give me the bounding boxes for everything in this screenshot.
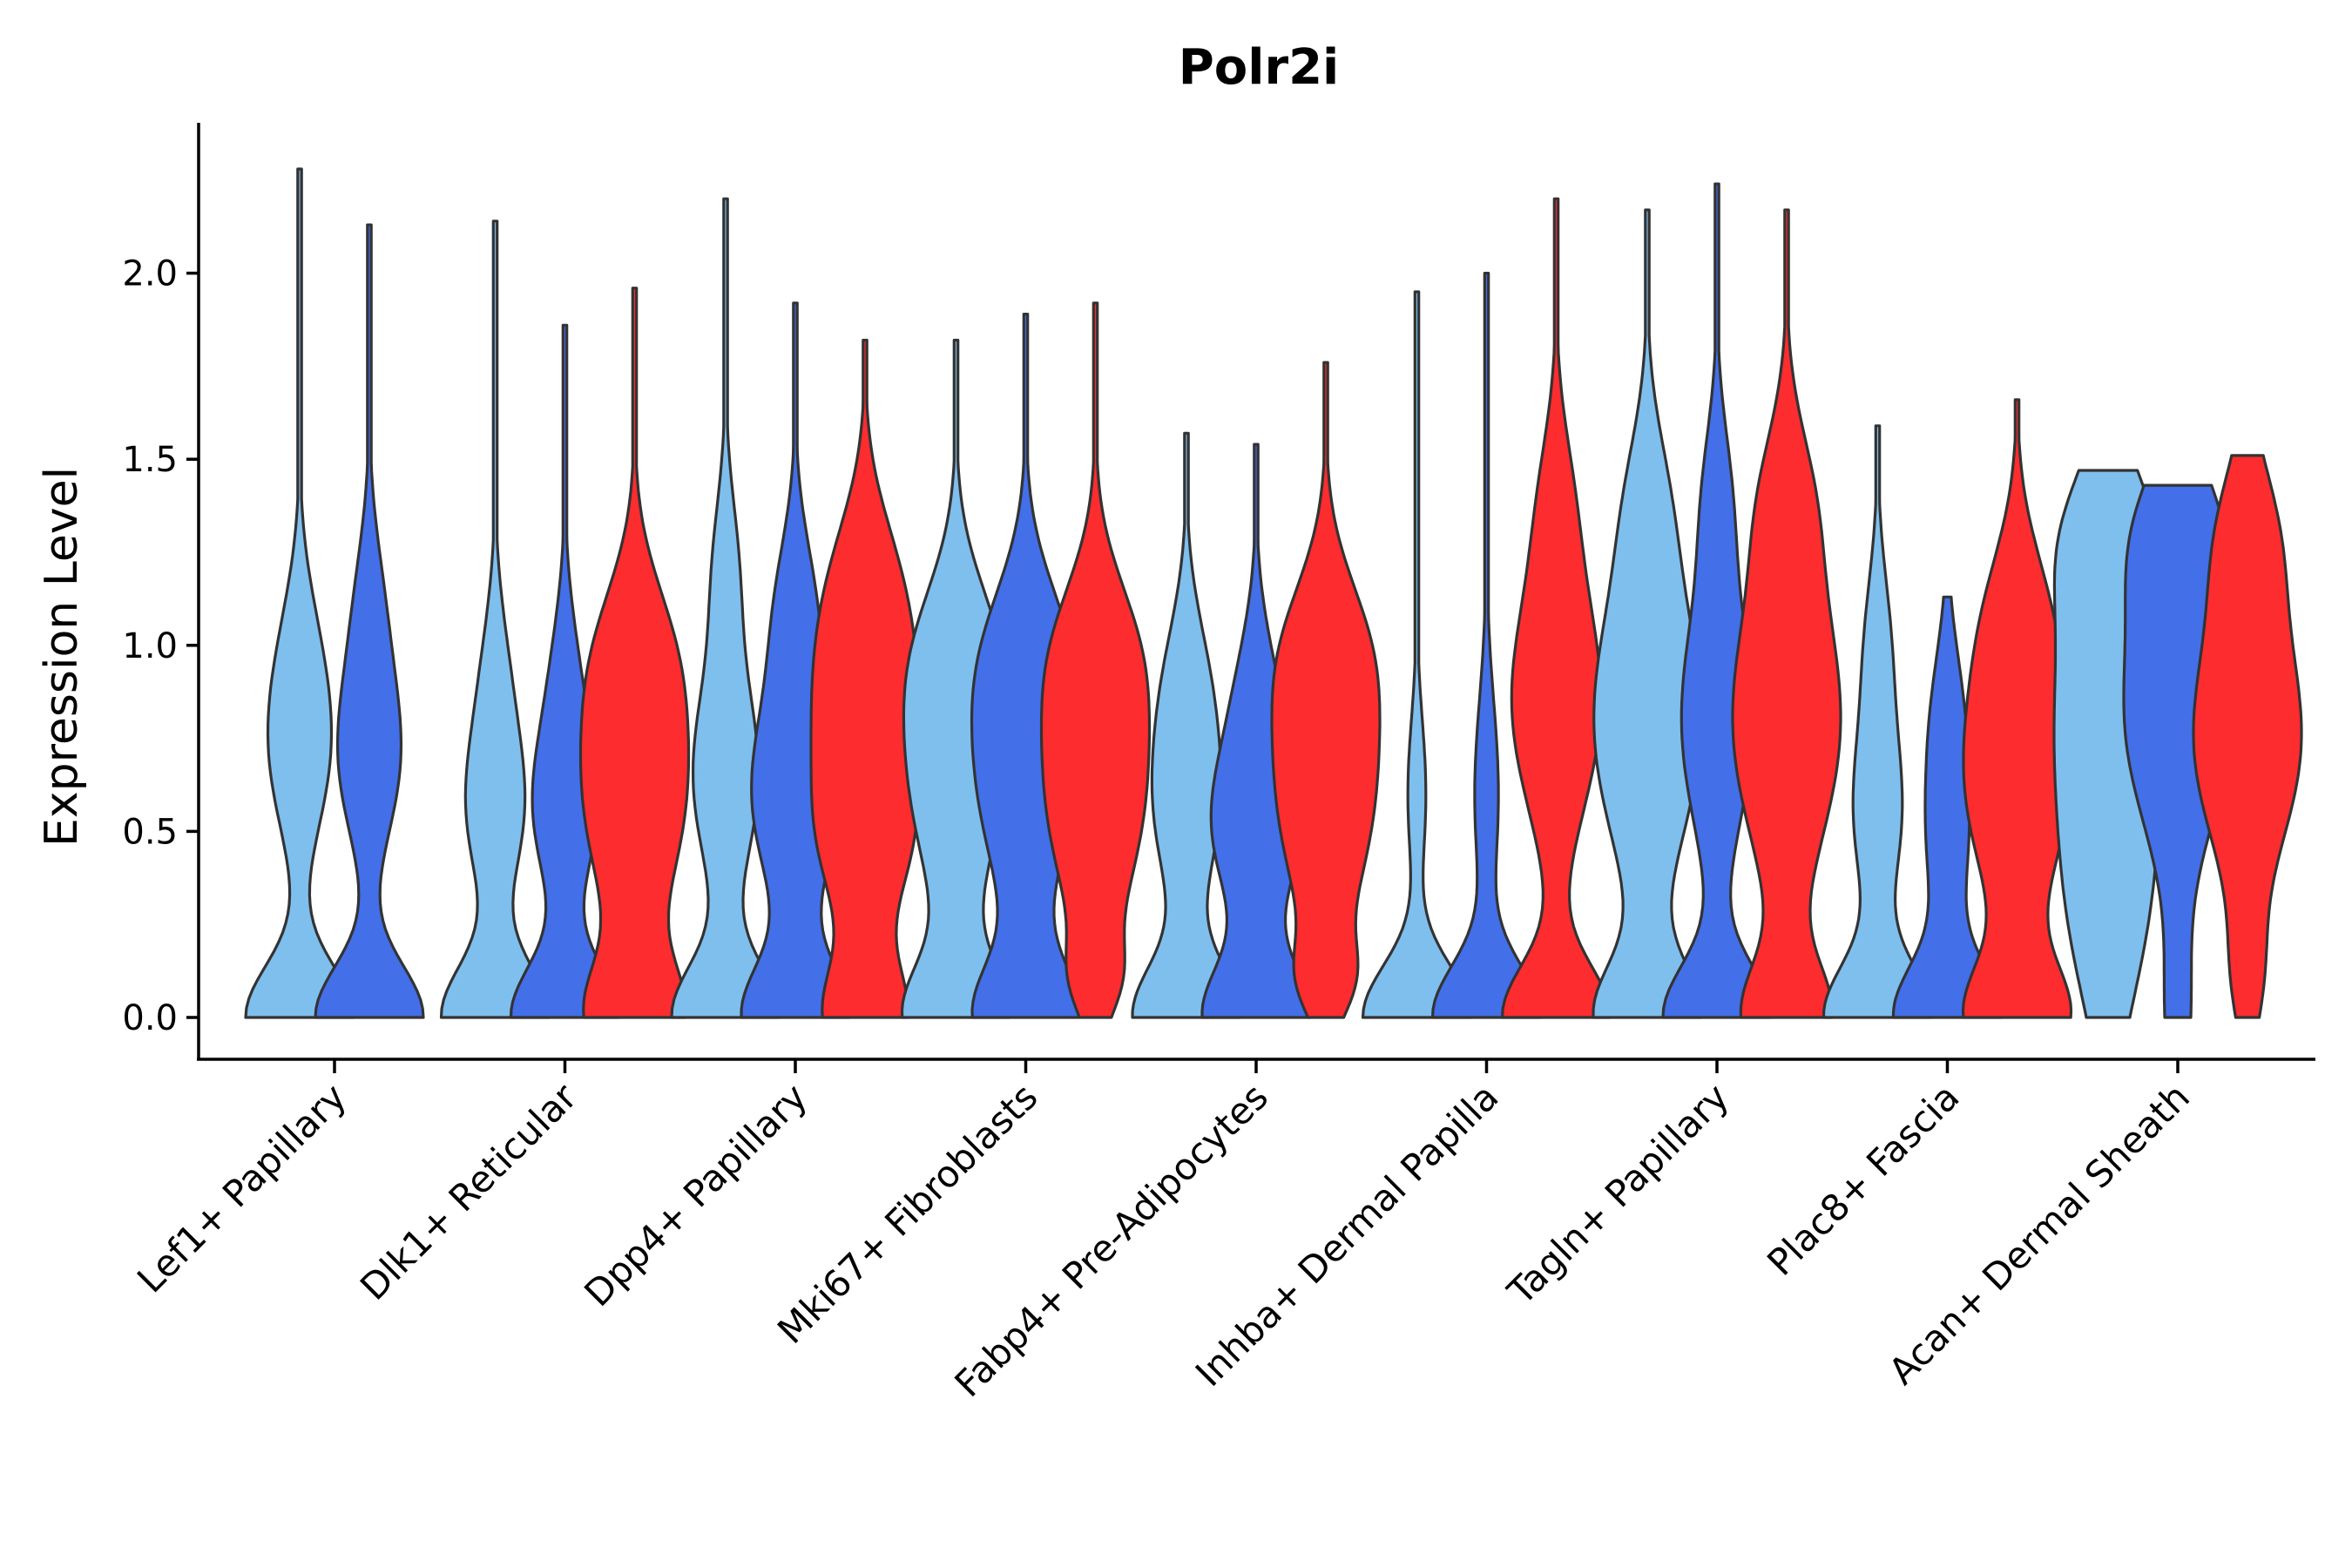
violin-tagln-papillary-group3 xyxy=(1731,208,1842,1019)
violin-acan-dermal-sheath-group3 xyxy=(2192,454,2303,1019)
violin-inhba-dermal-papilla-group1 xyxy=(1361,290,1473,1019)
y-ticks-group: 0.0 0.5 1.0 1.5 2.0 xyxy=(122,254,199,1038)
violin-lef1-papillary-group2 xyxy=(314,223,425,1019)
y-tick-label: 1.5 xyxy=(122,440,178,480)
x-tick-label: Dpp4+ Papillary xyxy=(576,1075,815,1315)
violin-plac8-fascia-group1 xyxy=(1821,424,1934,1019)
violin-mki67-fibroblasts-group3 xyxy=(1039,301,1152,1019)
x-tick-label: Lef1+ Papillary xyxy=(129,1075,355,1301)
violin-dlk1-reticular-group3 xyxy=(578,287,691,1019)
x-tick-label: Dlk1+ Reticular xyxy=(352,1075,585,1308)
x-tick-label: Tagln+ Papillary xyxy=(1499,1075,1737,1313)
chart-title: Polr2i xyxy=(1179,39,1340,96)
y-axis-label: Expression Level xyxy=(36,467,88,847)
violin-tagln-papillary-group1 xyxy=(1592,208,1703,1019)
violins-group xyxy=(244,167,2303,1019)
x-tick-label: Mki67+ Fibroblasts xyxy=(769,1075,1045,1351)
y-tick-label: 2.0 xyxy=(122,254,178,294)
y-tick-label: 0.0 xyxy=(122,998,178,1038)
violin-inhba-dermal-papilla-group3 xyxy=(1500,197,1612,1019)
violin-plac8-fascia-group2 xyxy=(1891,595,2004,1019)
violin-fabp4-pre-adipocytes-group3 xyxy=(1270,361,1382,1019)
violin-inhba-dermal-papilla-group2 xyxy=(1430,272,1543,1019)
violin-dpp4-papillary-group3 xyxy=(809,338,921,1019)
x-tick-label: Plac8+ Fascia xyxy=(1759,1075,1967,1283)
y-tick-label: 1.0 xyxy=(122,626,178,666)
violin-dlk1-reticular-group1 xyxy=(439,220,551,1019)
violin-dpp4-papillary-group1 xyxy=(670,197,781,1019)
violin-lef1-papillary-group1 xyxy=(244,167,355,1019)
y-tick-label: 0.5 xyxy=(122,812,178,852)
